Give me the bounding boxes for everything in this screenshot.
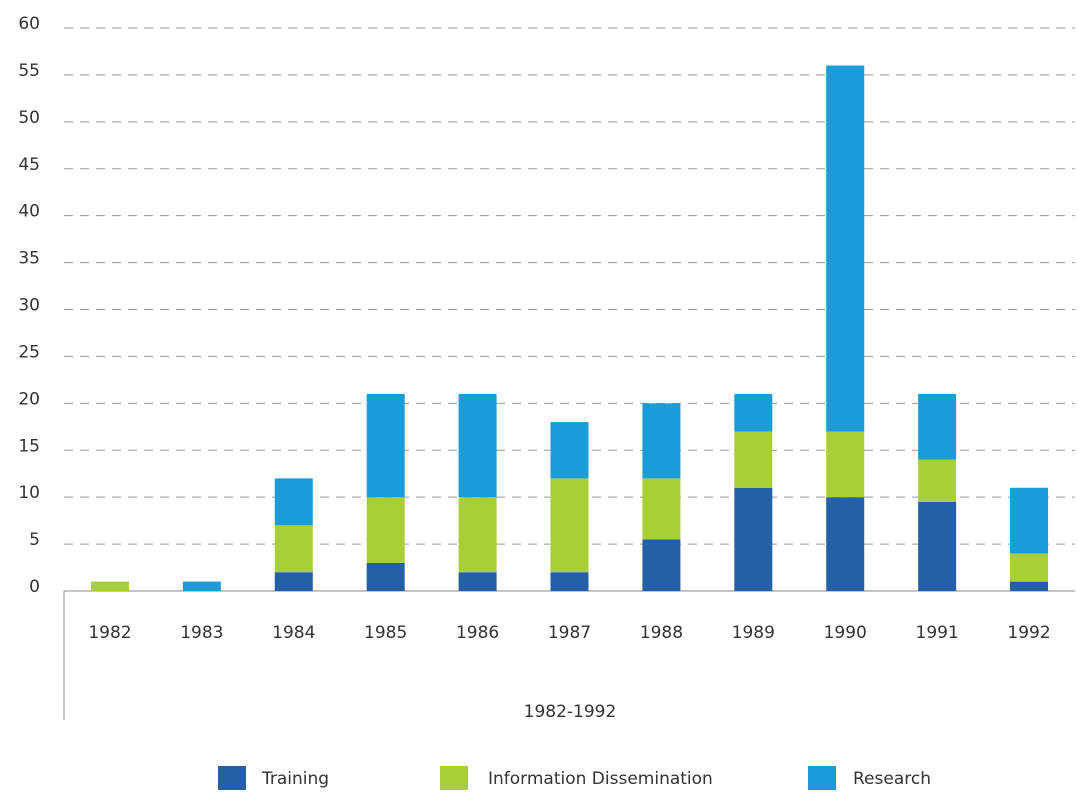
bar-segment: [1010, 487, 1049, 554]
y-tick-label: 40: [18, 202, 40, 222]
x-axis-title: 1982-1992: [524, 702, 617, 722]
y-tick-label: 35: [18, 249, 40, 269]
bar-segment: [826, 431, 865, 498]
bar-segment: [366, 497, 405, 563]
y-tick-label: 30: [18, 296, 40, 316]
bar-segment: [274, 478, 313, 526]
legend-label: Information Dissemination: [488, 769, 713, 789]
y-tick-label: 10: [18, 483, 40, 503]
legend-label: Research: [853, 769, 931, 789]
bar-segment: [1010, 581, 1049, 591]
y-tick-label: 55: [18, 61, 40, 81]
x-tick-label: 1985: [364, 623, 407, 643]
legend-swatch: [440, 766, 468, 790]
bar-segment: [918, 501, 957, 591]
bar-segment: [642, 539, 681, 591]
bar-segment: [550, 478, 589, 573]
legend-label: Training: [261, 769, 329, 789]
bar-segment: [642, 478, 681, 540]
bar-segment: [826, 65, 865, 432]
bar-segment: [826, 497, 865, 591]
x-tick-label: 1991: [916, 623, 959, 643]
y-tick-label: 50: [18, 108, 40, 128]
bar-segment: [734, 487, 773, 591]
y-tick-label: 0: [29, 577, 40, 597]
bar-segment: [1010, 553, 1049, 582]
x-tick-label: 1987: [548, 623, 591, 643]
bar-segment: [734, 431, 773, 488]
bar-segment: [734, 393, 773, 432]
bar-segment: [182, 581, 221, 591]
bar-segment: [918, 459, 957, 502]
bar-segment: [366, 393, 405, 498]
bar-segment: [274, 525, 313, 573]
x-tick-label: 1982: [88, 623, 131, 643]
bar-segment: [550, 572, 589, 591]
y-tick-label: 45: [18, 155, 40, 175]
bar-segment: [274, 572, 313, 591]
y-tick-label: 25: [18, 342, 40, 362]
legend-swatch: [808, 766, 836, 790]
x-tick-label: 1990: [824, 623, 867, 643]
y-tick-label: 15: [18, 436, 40, 456]
x-tick-label: 1988: [640, 623, 683, 643]
bar-segment: [550, 422, 589, 479]
x-tick-label: 1983: [180, 623, 223, 643]
x-tick-label: 1992: [1007, 623, 1050, 643]
y-tick-label: 60: [18, 14, 40, 34]
x-tick-label: 1984: [272, 623, 315, 643]
bar-segment: [366, 562, 405, 591]
x-tick-label: 1986: [456, 623, 499, 643]
bar-segment: [458, 572, 497, 591]
legend-swatch: [218, 766, 246, 790]
bar-segment: [458, 393, 497, 498]
bar-segment: [90, 581, 129, 591]
y-tick-label: 5: [29, 530, 40, 550]
bar-segment: [458, 497, 497, 573]
y-tick-label: 20: [18, 389, 40, 409]
bar-segment: [918, 393, 957, 460]
bar-segment: [642, 403, 681, 479]
x-tick-label: 1989: [732, 623, 775, 643]
